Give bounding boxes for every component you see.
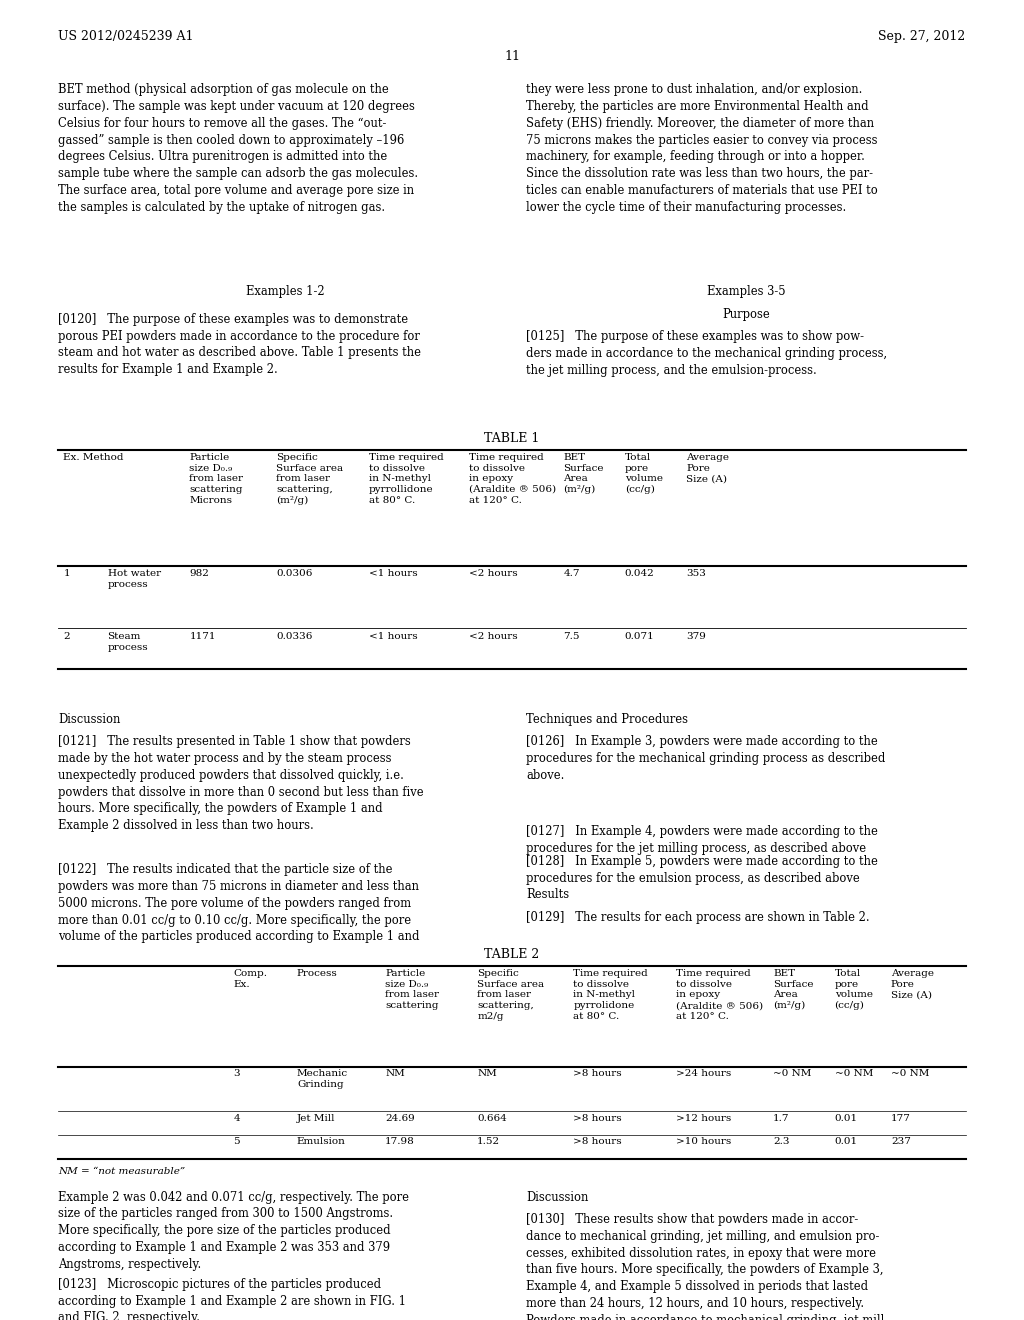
Text: Techniques and Procedures: Techniques and Procedures [526,713,688,726]
Text: Specific
Surface area
from laser
scattering,
(m²/g): Specific Surface area from laser scatter… [276,453,344,506]
Text: TABLE 1: TABLE 1 [484,432,540,445]
Text: 1: 1 [63,569,70,578]
Text: >10 hours: >10 hours [676,1137,731,1146]
Text: 2: 2 [63,632,70,642]
Text: 177: 177 [891,1114,910,1123]
Text: [0129]   The results for each process are shown in Table 2.: [0129] The results for each process are … [526,911,870,924]
Text: 1.52: 1.52 [477,1137,501,1146]
Text: 0.01: 0.01 [835,1114,858,1123]
Text: Time required
to dissolve
in epoxy
(Araldite ® 506)
at 120° C.: Time required to dissolve in epoxy (Aral… [676,969,763,1020]
Text: >8 hours: >8 hours [573,1069,622,1078]
Text: NM = “not measurable”: NM = “not measurable” [58,1167,185,1176]
Text: Particle
size D₀.₉
from laser
scattering
Microns: Particle size D₀.₉ from laser scattering… [189,453,244,504]
Text: 1171: 1171 [189,632,216,642]
Text: Examples 3-5: Examples 3-5 [707,285,785,298]
Text: 1.7: 1.7 [773,1114,790,1123]
Text: TABLE 2: TABLE 2 [484,948,540,961]
Text: 5: 5 [233,1137,240,1146]
Text: 11: 11 [504,50,520,63]
Text: <1 hours: <1 hours [369,569,417,578]
Text: [0121]   The results presented in Table 1 show that powders
made by the hot wate: [0121] The results presented in Table 1 … [58,735,424,832]
Text: Average
Pore
Size (A): Average Pore Size (A) [686,453,729,483]
Text: <2 hours: <2 hours [469,569,517,578]
Text: Average
Pore
Size (A): Average Pore Size (A) [891,969,934,999]
Text: ~0 NM: ~0 NM [773,1069,811,1078]
Text: Process: Process [297,969,338,978]
Text: 0.0306: 0.0306 [276,569,313,578]
Text: 0.0336: 0.0336 [276,632,313,642]
Text: 4: 4 [233,1114,240,1123]
Text: Hot water
process: Hot water process [108,569,161,589]
Text: [0122]   The results indicated that the particle size of the
powders was more th: [0122] The results indicated that the pa… [58,863,420,944]
Text: Specific
Surface area
from laser
scattering,
m2/g: Specific Surface area from laser scatter… [477,969,545,1020]
Text: Sep. 27, 2012: Sep. 27, 2012 [879,30,966,42]
Text: 379: 379 [686,632,706,642]
Text: 237: 237 [891,1137,910,1146]
Text: [0127]   In Example 4, powders were made according to the
procedures for the jet: [0127] In Example 4, powders were made a… [526,825,879,855]
Text: [0123]   Microscopic pictures of the particles produced
according to Example 1 a: [0123] Microscopic pictures of the parti… [58,1278,407,1320]
Text: ~0 NM: ~0 NM [835,1069,872,1078]
Text: Time required
to dissolve
in N-methyl
pyrrolidone
at 80° C.: Time required to dissolve in N-methyl py… [573,969,648,1020]
Text: Ex. Method: Ex. Method [63,453,124,462]
Text: Time required
to dissolve
in epoxy
(Araldite ® 506)
at 120° C.: Time required to dissolve in epoxy (Aral… [469,453,556,504]
Text: Example 2 was 0.042 and 0.071 cc/g, respectively. The pore
size of the particles: Example 2 was 0.042 and 0.071 cc/g, resp… [58,1191,410,1271]
Text: Discussion: Discussion [58,713,121,726]
Text: 0.664: 0.664 [477,1114,507,1123]
Text: [0128]   In Example 5, powders were made according to the
procedures for the emu: [0128] In Example 5, powders were made a… [526,855,879,886]
Text: <2 hours: <2 hours [469,632,517,642]
Text: 24.69: 24.69 [385,1114,415,1123]
Text: Jet Mill: Jet Mill [297,1114,336,1123]
Text: Results: Results [526,888,569,902]
Text: BET
Surface
Area
(m²/g): BET Surface Area (m²/g) [773,969,814,1010]
Text: [0130]   These results show that powders made in accor-
dance to mechanical grin: [0130] These results show that powders m… [526,1213,889,1320]
Text: Purpose: Purpose [722,308,770,321]
Text: Mechanic
Grinding: Mechanic Grinding [297,1069,348,1089]
Text: 0.071: 0.071 [625,632,654,642]
Text: ~0 NM: ~0 NM [891,1069,929,1078]
Text: Steam
process: Steam process [108,632,148,652]
Text: Total
pore
volume
(cc/g): Total pore volume (cc/g) [625,453,663,494]
Text: [0125]   The purpose of these examples was to show pow-
ders made in accordance : [0125] The purpose of these examples was… [526,330,888,376]
Text: 4.7: 4.7 [563,569,580,578]
Text: NM: NM [385,1069,404,1078]
Text: >12 hours: >12 hours [676,1114,731,1123]
Text: Total
pore
volume
(cc/g): Total pore volume (cc/g) [835,969,872,1010]
Text: >8 hours: >8 hours [573,1137,622,1146]
Text: [0120]   The purpose of these examples was to demonstrate
porous PEI powders mad: [0120] The purpose of these examples was… [58,313,421,376]
Text: 353: 353 [686,569,706,578]
Text: Particle
size D₀.₉
from laser
scattering: Particle size D₀.₉ from laser scattering [385,969,439,1010]
Text: 3: 3 [233,1069,240,1078]
Text: 0.01: 0.01 [835,1137,858,1146]
Text: Examples 1-2: Examples 1-2 [246,285,325,298]
Text: <1 hours: <1 hours [369,632,417,642]
Text: BET method (physical adsorption of gas molecule on the
surface). The sample was : BET method (physical adsorption of gas m… [58,83,419,214]
Text: Emulsion: Emulsion [297,1137,346,1146]
Text: >8 hours: >8 hours [573,1114,622,1123]
Text: BET
Surface
Area
(m²/g): BET Surface Area (m²/g) [563,453,604,494]
Text: NM: NM [477,1069,497,1078]
Text: they were less prone to dust inhalation, and/or explosion.
Thereby, the particle: they were less prone to dust inhalation,… [526,83,879,214]
Text: [0126]   In Example 3, powders were made according to the
procedures for the mec: [0126] In Example 3, powders were made a… [526,735,886,781]
Text: 982: 982 [189,569,209,578]
Text: 0.042: 0.042 [625,569,654,578]
Text: Comp.
Ex.: Comp. Ex. [233,969,267,989]
Text: US 2012/0245239 A1: US 2012/0245239 A1 [58,30,194,42]
Text: 2.3: 2.3 [773,1137,790,1146]
Text: 17.98: 17.98 [385,1137,415,1146]
Text: Time required
to dissolve
in N-methyl
pyrrollidone
at 80° C.: Time required to dissolve in N-methyl py… [369,453,443,504]
Text: Discussion: Discussion [526,1191,589,1204]
Text: 7.5: 7.5 [563,632,580,642]
Text: >24 hours: >24 hours [676,1069,731,1078]
